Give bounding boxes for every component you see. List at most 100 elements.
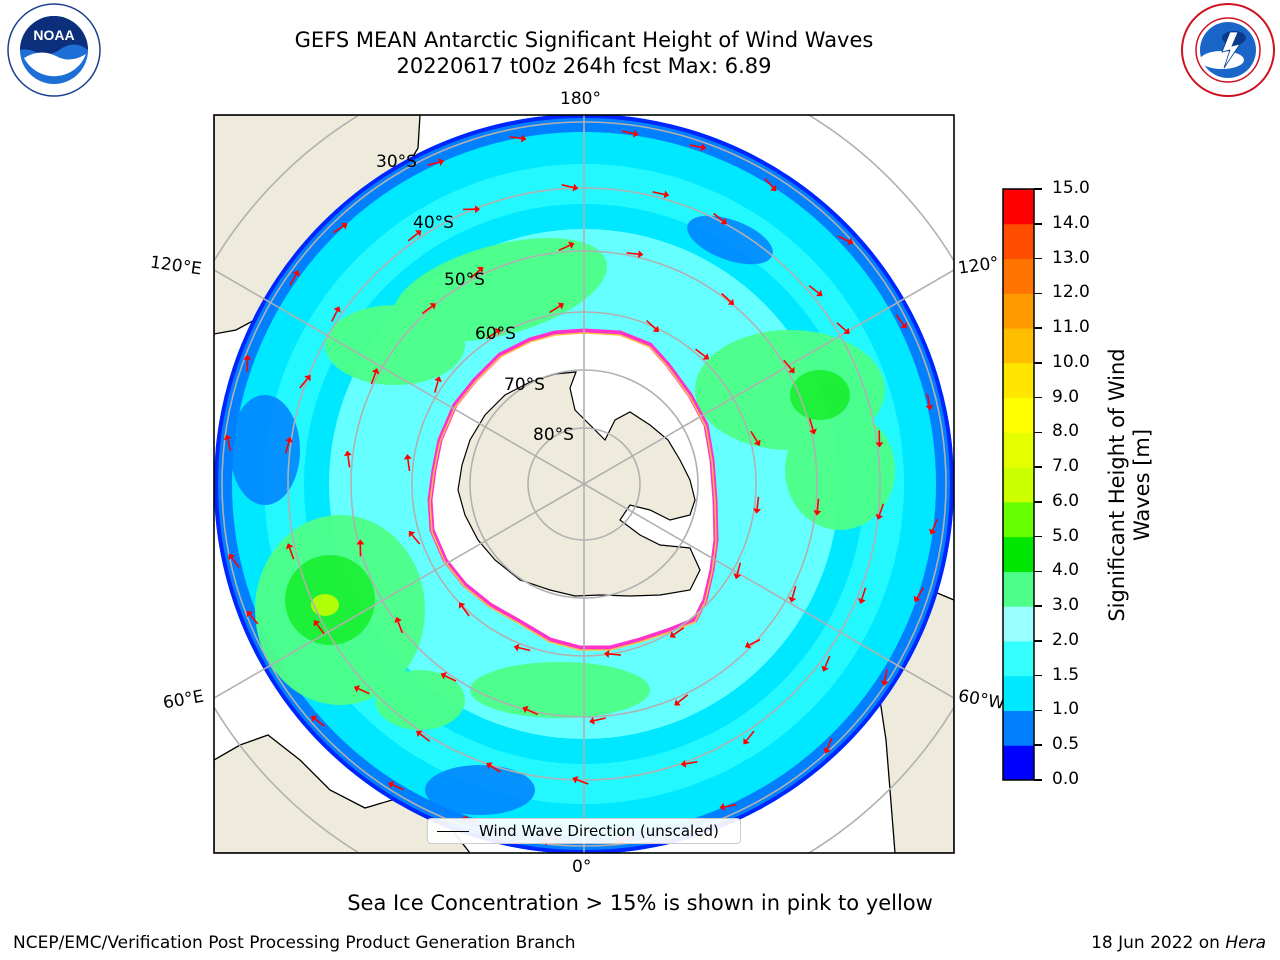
wave-arrow-shaft [231,557,240,568]
wave-arrow-head [474,205,481,214]
wave-arrow-shaft [392,784,404,791]
wave-arrow-shaft [750,430,758,442]
wave-arrow-head [572,775,579,784]
wave-arrow-head [292,270,300,277]
colorbar-tick-mark [1034,744,1042,746]
colorbar-segment [1003,293,1034,329]
wave-arrow-head [702,353,710,360]
wave-arrow-shaft [411,534,421,545]
colorbar-tick-label: 14.0 [1052,212,1090,233]
colorbar-tick-label: 2.0 [1052,629,1080,650]
wave-arrow-shaft [486,331,498,340]
colorbar-tick-mark [1034,535,1042,538]
colorbar-segment [1003,536,1034,572]
wave-arrow-head [310,715,318,723]
colorbar-tick-label: 8.0 [1052,421,1080,442]
colorbar-tick-mark [1034,257,1042,260]
wave-arrow-shaft [756,496,760,509]
wave-arrow-head [900,322,907,329]
wave-arrow-shaft [470,269,481,279]
colorbar-tick-label: 12.0 [1052,282,1090,303]
footer-credit: NCEP/EMC/Verification Post Processing Pr… [13,933,576,953]
wave-arrow-shaft [895,314,905,326]
wave-arrow-head [652,325,660,333]
wave-arrow-shaft [444,675,457,682]
svg-text:NOAA: NOAA [33,27,74,43]
colorbar-tick-mark [1034,570,1042,573]
wave-arrow-head [341,222,348,230]
colorbar-segment [1003,640,1034,677]
lon-label-0: 0° [572,857,592,877]
colorbar-segment [1003,710,1034,746]
wave-arrow-shaft [836,322,847,332]
wave-arrow-head [228,553,236,561]
colorbar [1002,188,1035,781]
wave-arrow-head [632,129,639,138]
wave-arrow-head [356,539,365,545]
wave-arrow-head [743,738,750,745]
wave-arrow-shaft [736,562,742,575]
wave-arrow-head [394,616,402,623]
colorbar-segment [1003,223,1034,260]
antarctica-land [457,371,701,597]
colorbar-tick-label: 4.0 [1052,560,1080,581]
wave-arrow-shaft [695,348,706,358]
colorbar-tick-label: 1.5 [1052,664,1080,685]
wave-arrow-head [486,762,493,770]
wave-arrow-head [753,508,762,514]
colorbar-tick-mark [1034,292,1042,295]
colorbar-tick-mark [1034,501,1042,503]
lat-label-60s: 60°S [475,324,516,344]
colorbar-tick-mark [1034,779,1042,781]
colorbar-tick-mark [1034,223,1042,225]
wave-arrow-head [416,730,423,738]
wave-arrow-head [403,454,412,460]
wave-arrow-head [700,143,707,152]
wave-arrow-shaft [626,252,639,255]
lat-label-80s: 80°S [533,425,574,445]
colorbar-segment [1003,258,1034,294]
wave-arrow-shaft [926,393,931,406]
colorbar-segment [1003,328,1034,364]
wave-arrow-shaft [883,669,888,682]
wave-arrow-head [788,366,795,374]
wave-arrow-shaft [808,418,814,431]
wave-arrow-shaft [713,212,724,222]
wave-arrow-shaft [808,285,820,294]
wave-arrow-head [928,528,937,535]
wave-arrow-shaft [561,184,574,189]
wave-arrow-head [680,759,687,768]
wave-arrow-shaft [791,585,797,598]
lat-label-30s: 30°S [376,152,417,172]
wave-arrow-shaft [689,144,702,149]
wind-wave-arrows [223,129,938,846]
wave-arrow-head [243,354,252,360]
wave-arrow-shaft [837,235,850,243]
lat-label-40s: 40°S [413,213,454,233]
wave-arrow-shaft [347,455,351,468]
wave-arrow-shaft [724,803,737,808]
wave-arrow-shaft [421,305,433,315]
legend-line-swatch [437,830,469,832]
wave-arrow-shaft [824,655,831,668]
wave-arrow-head [727,298,735,306]
wave-arrow-shaft [931,518,938,531]
graticule [214,115,954,853]
wave-arrow-head [809,428,817,435]
wave-arrow-head [875,442,884,448]
wave-arrow-head [285,543,294,550]
wave-arrow-shaft [284,441,290,454]
colorbar-tick-mark [1034,466,1042,468]
wave-arrow-head [333,306,341,313]
wave-arrow-shaft [826,737,833,750]
wave-arrow-head [674,699,681,706]
wave-arrow-shaft [288,547,295,560]
wave-arrow-head [823,747,831,754]
footer-date: 18 Jun 2022 on Hera [1091,933,1266,953]
wave-arrow-head [343,450,352,457]
colorbar-tick-label: 11.0 [1052,317,1090,338]
wave-arrow-shaft [685,760,698,765]
wave-arrow-shaft [289,274,297,286]
wave-arrow-shaft [526,708,539,716]
